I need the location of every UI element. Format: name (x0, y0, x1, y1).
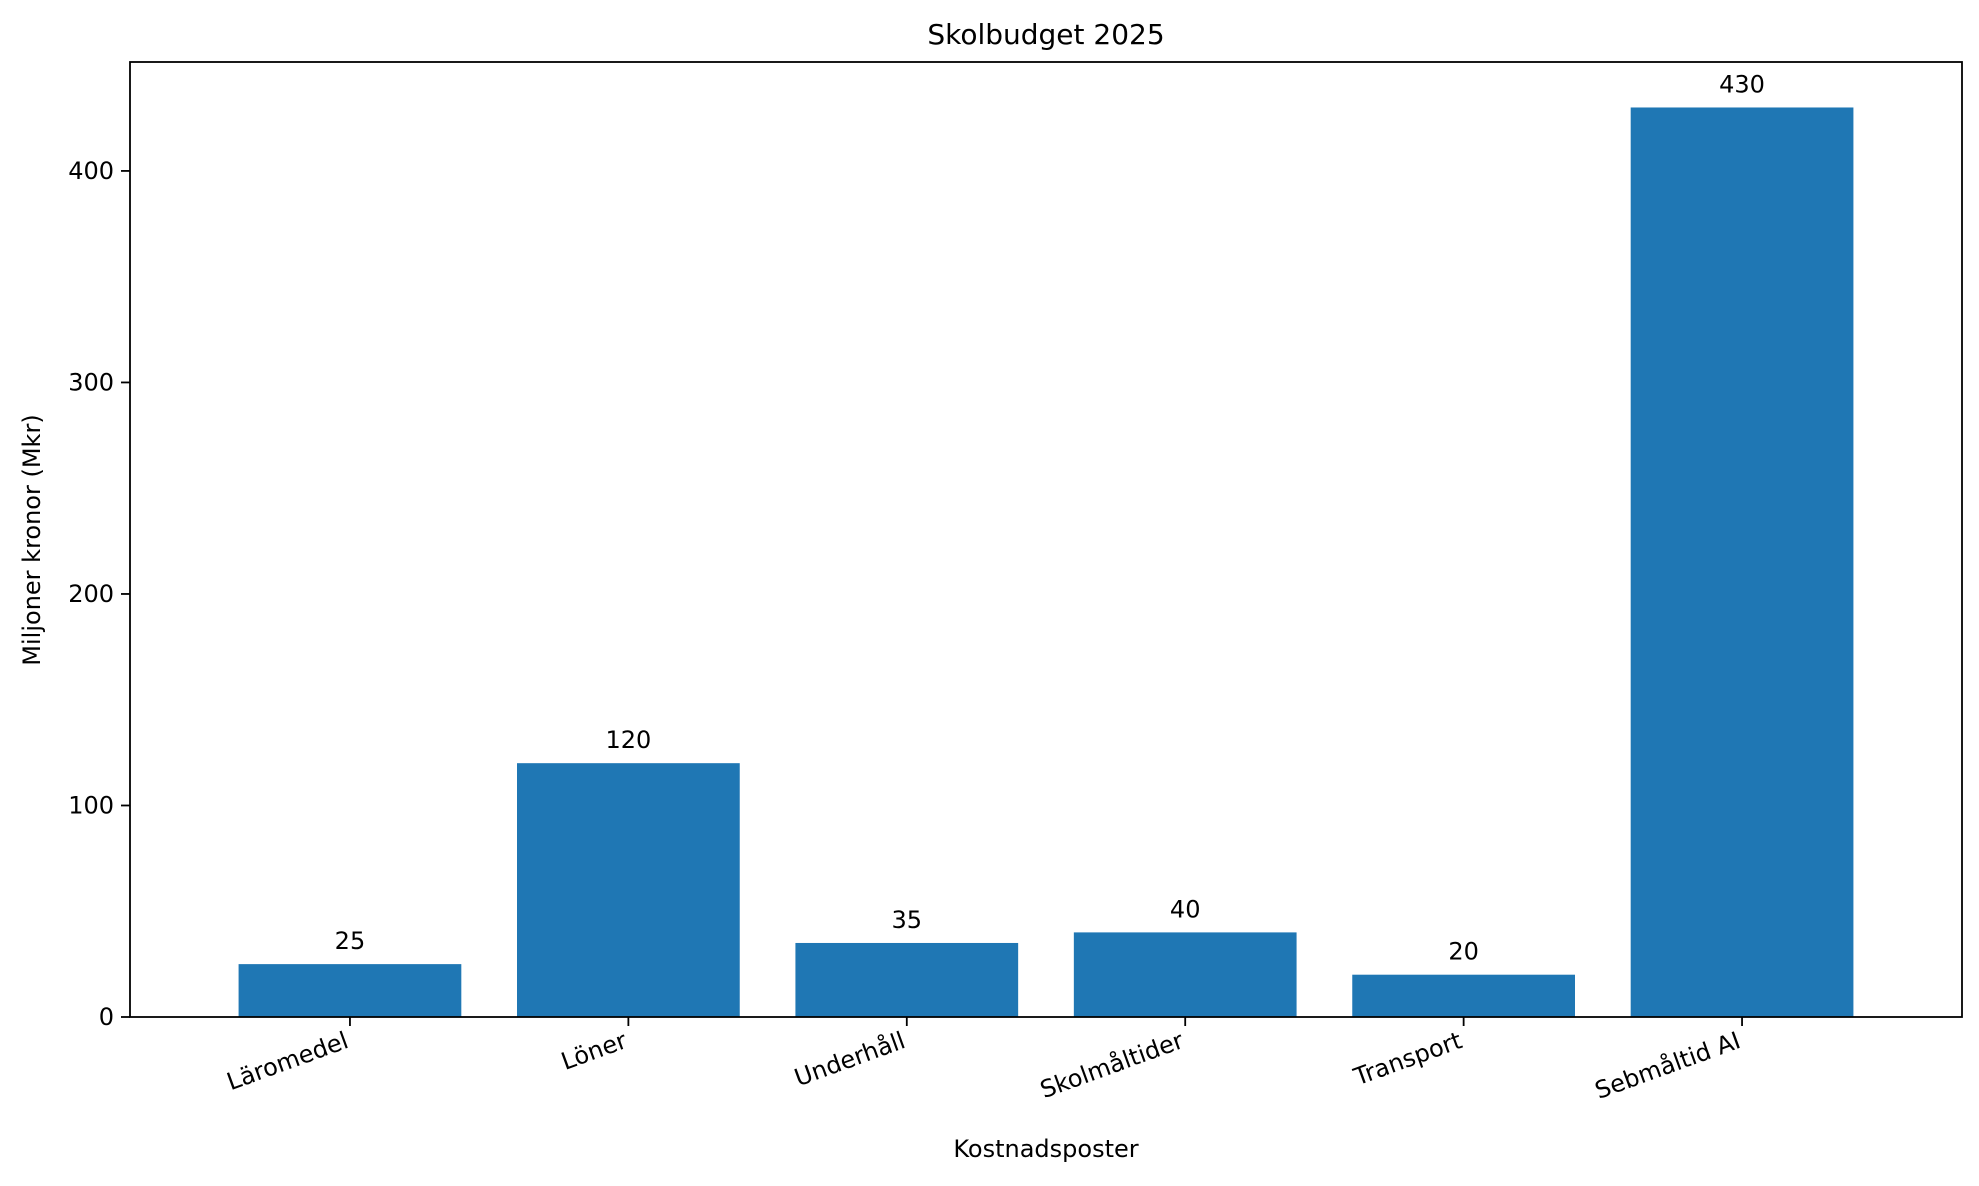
x-axis: Läromedel Löner Underhåll Skolmåltider Trans… (223, 1017, 1744, 1105)
bar-value-label: 35 (892, 906, 923, 934)
bars (238, 107, 1854, 1017)
chart-title: Skolbudget 2025 (927, 18, 1164, 51)
bar-0 (238, 964, 462, 1017)
y-tick-label: 0 (99, 1003, 114, 1031)
x-tick-label: Löner (557, 1026, 630, 1075)
bar-2 (795, 942, 1019, 1017)
bar-value-label: 430 (1719, 70, 1765, 98)
bar-value-labels: 25 120 35 40 20 430 (335, 70, 1765, 965)
bar-value-label: 25 (335, 927, 366, 955)
bar-value-label: 120 (605, 726, 651, 754)
x-tick-label: Läromedel (223, 1026, 352, 1096)
x-tick-label: Sebmåltid AI (1591, 1025, 1744, 1104)
y-tick-label: 200 (68, 580, 114, 608)
bar-value-label: 20 (1448, 938, 1479, 966)
x-tick-label: Transport (1349, 1026, 1465, 1091)
y-axis-title: Miljoner kronor (Mkr) (18, 414, 46, 665)
x-tick-label: Underhåll (790, 1025, 908, 1092)
bar-5 (1630, 107, 1854, 1017)
y-tick-label: 400 (68, 157, 114, 185)
x-tick-label: Skolmåltider (1036, 1025, 1187, 1104)
bar-3 (1073, 932, 1297, 1017)
x-axis-title: Kostnadsposter (953, 1135, 1138, 1163)
bar-1 (517, 763, 740, 1017)
bar-value-label: 40 (1170, 895, 1201, 923)
bar-4 (1352, 974, 1575, 1017)
y-tick-label: 100 (68, 791, 114, 819)
plot-area-frame (129, 61, 1963, 1018)
y-axis: 0 100 200 300 400 (68, 157, 130, 1031)
y-tick-label: 300 (68, 368, 114, 396)
